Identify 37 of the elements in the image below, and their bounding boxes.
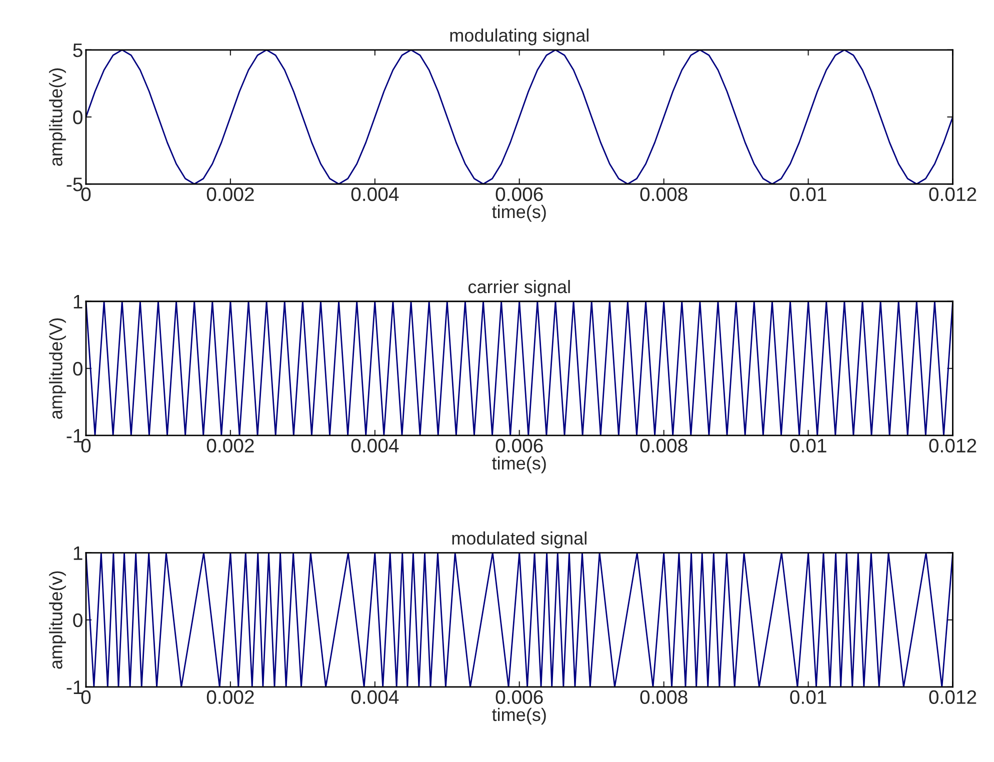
x-tick-label: 0.006 (496, 690, 543, 704)
x-axis-title: time(s) (492, 708, 546, 725)
x-axis-title: time(s) (492, 204, 546, 222)
y-tick-label: -1 (66, 429, 82, 443)
y-axis-title: amplitude(V) (49, 318, 66, 419)
x-tick-label: 0.006 (496, 187, 543, 202)
x-tick-label: 0.008 (640, 187, 688, 202)
x-tick-label: 0.004 (351, 187, 399, 202)
x-tick-label: 0.002 (206, 690, 254, 704)
y-tick-label: -5 (66, 178, 82, 192)
x-tick-label: 0.012 (929, 690, 976, 704)
y-tick-label: 5 (73, 44, 82, 58)
x-tick-label: 0.008 (640, 690, 688, 704)
chart-title: modulating signal (450, 28, 588, 46)
y-axis-title: amplitude(v) (49, 571, 66, 669)
y-tick-label: -1 (66, 680, 82, 694)
x-tick-label: 0.012 (929, 187, 976, 202)
x-tick-label: 0.008 (640, 438, 688, 453)
x-tick-label: 0.002 (206, 438, 254, 453)
x-axis-title: time(s) (492, 456, 546, 474)
y-tick-label: 0 (73, 362, 82, 376)
y-axis-title: amplitude(v) (49, 68, 66, 166)
y-tick-label: 1 (74, 295, 82, 308)
line-series (86, 50, 953, 184)
x-tick-label: 0.01 (790, 690, 826, 704)
x-tick-label: 0.01 (790, 438, 826, 453)
y-tick-label: 1 (74, 546, 82, 560)
x-tick-label: 0.004 (351, 438, 399, 453)
x-tick-label: 0.004 (351, 690, 399, 704)
x-tick-label: 0.006 (496, 438, 543, 453)
x-tick-label: 0.01 (790, 187, 826, 202)
chart-title: modulated signal (452, 531, 586, 548)
y-tick-label: 0 (73, 110, 82, 124)
chart-title: carrier signal (468, 280, 570, 297)
x-tick-label: 0.012 (929, 438, 976, 453)
x-tick-label: 0.002 (206, 187, 254, 202)
y-tick-label: 0 (73, 613, 82, 628)
